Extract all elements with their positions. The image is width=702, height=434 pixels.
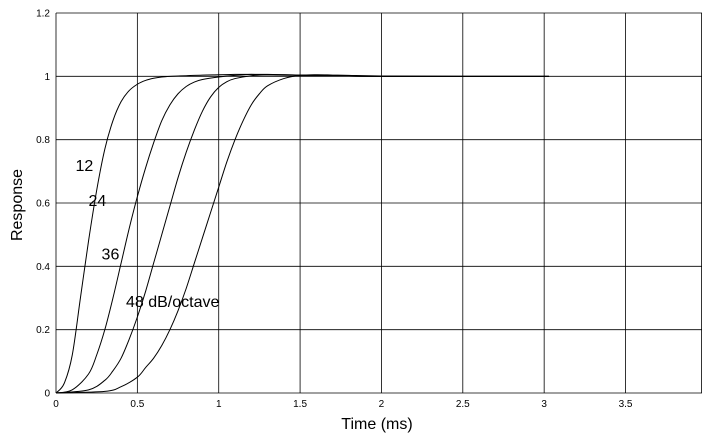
curve-labels: 12 24 36 48 dB/octave: [76, 158, 220, 311]
x-tick-label: 0: [53, 399, 59, 410]
x-tick-label: 2: [379, 399, 385, 410]
series-label-3: 48 dB/octave: [126, 294, 220, 311]
series-line-2: [55, 74, 550, 394]
x-tick-label: 3.5: [619, 399, 633, 410]
grid: [55, 12, 702, 394]
series-label-2: 36: [102, 247, 120, 264]
y-tick-label: 0.4: [36, 262, 50, 273]
series-line-3: [55, 74, 550, 394]
y-tick-label: 0.6: [36, 199, 50, 210]
y-tick-label: 0.2: [36, 325, 50, 336]
tick-labels: 0 0.5 1 1.5 2 2.5 3 3.5 0 0.2 0.4 0.6 0.8 1 1.2: [36, 9, 633, 411]
x-tick-label: 3: [541, 399, 547, 410]
x-tick-label: 0.5: [130, 399, 144, 410]
x-tick-label: 1: [216, 399, 222, 410]
series-line-0: [55, 73, 550, 394]
x-tick-label: 1.5: [293, 399, 307, 410]
y-axis-label: Response: [9, 169, 26, 241]
y-tick-label: 0: [44, 389, 50, 400]
x-tick-label: 2.5: [456, 399, 470, 410]
series-label-0: 12: [76, 158, 94, 175]
series-lines: [55, 73, 550, 394]
x-axis-label: Time (ms): [341, 416, 412, 433]
series-line-1: [55, 73, 550, 394]
y-tick-label: 1.2: [36, 9, 50, 20]
y-tick-label: 0.8: [36, 135, 50, 146]
series-label-1: 24: [89, 193, 107, 210]
y-tick-label: 1: [44, 72, 50, 83]
